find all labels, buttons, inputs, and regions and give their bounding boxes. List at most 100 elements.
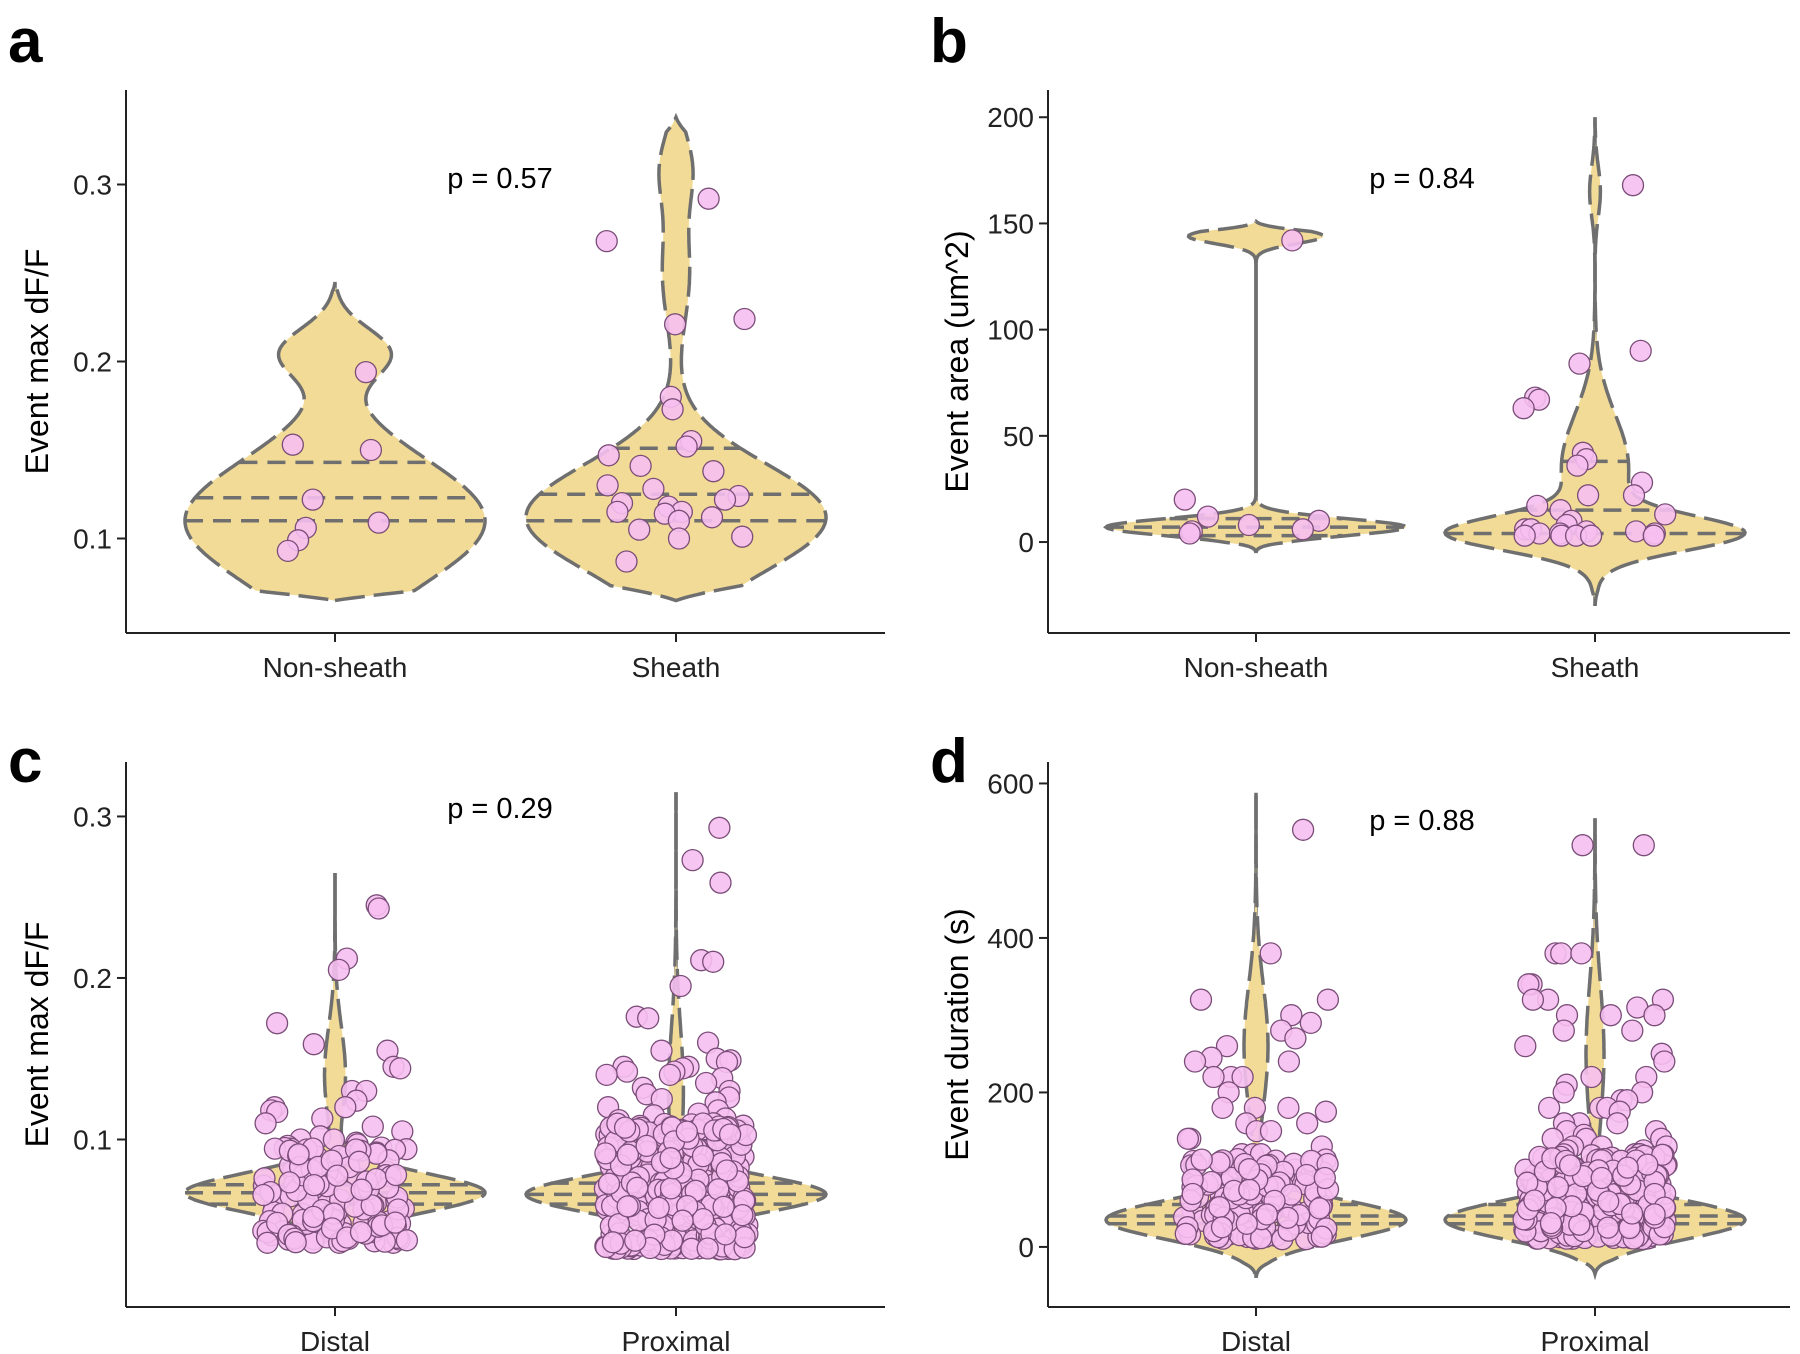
y-tick-label: 200	[987, 1077, 1034, 1108]
data-point	[349, 1220, 373, 1244]
data-point	[1620, 1202, 1644, 1225]
data-point	[1314, 1100, 1338, 1123]
data-point	[1546, 1175, 1570, 1199]
data-point	[1514, 1034, 1537, 1058]
data-point	[713, 488, 737, 511]
p-value-annotation: p = 0.88	[1369, 805, 1475, 837]
data-point	[1190, 1148, 1213, 1171]
data-point	[361, 1115, 384, 1138]
p-value-annotation: p = 0.57	[447, 163, 553, 195]
data-point	[1281, 229, 1304, 252]
data-point	[1178, 522, 1201, 545]
data-point	[389, 1057, 412, 1080]
data-point	[350, 1178, 373, 1201]
data-point	[1176, 1127, 1200, 1150]
y-tick-label: 0.1	[73, 1124, 112, 1155]
data-point	[1523, 1189, 1546, 1212]
data-point	[395, 1229, 419, 1252]
y-tick-label: 50	[1003, 421, 1034, 452]
data-point	[1521, 988, 1545, 1011]
data-point	[384, 1163, 408, 1187]
data-point	[1259, 1119, 1283, 1143]
data-point	[1558, 1154, 1582, 1177]
data-point	[661, 398, 684, 421]
y-tick-label: 0.1	[73, 524, 112, 555]
data-point	[1643, 1203, 1666, 1226]
data-point	[1526, 494, 1549, 518]
data-point	[595, 229, 618, 253]
data-point	[1181, 1182, 1204, 1206]
data-point	[265, 1012, 289, 1035]
y-tick-label: 0.2	[73, 963, 112, 994]
x-tick-label: Proximal	[1541, 1326, 1650, 1354]
panel-letter-d: d	[930, 727, 968, 796]
data-point	[712, 1195, 735, 1219]
y-tick-label: 100	[987, 315, 1034, 346]
data-point	[601, 1231, 625, 1254]
data-point	[1231, 1065, 1254, 1089]
data-point	[696, 1237, 719, 1260]
data-point	[1211, 1096, 1234, 1120]
data-point	[302, 1205, 325, 1229]
panel-letter-b: b	[930, 7, 968, 76]
data-point	[1622, 484, 1646, 507]
data-point	[1291, 518, 1314, 541]
data-point	[276, 539, 300, 563]
data-point	[616, 1195, 639, 1218]
data-point	[334, 1096, 357, 1119]
data-point	[715, 1159, 738, 1182]
data-point	[256, 1231, 279, 1254]
data-point	[1550, 942, 1573, 965]
data-point	[615, 1060, 639, 1083]
data-point	[642, 477, 665, 501]
data-point	[1183, 1050, 1207, 1073]
data-point	[1296, 1112, 1319, 1135]
data-point	[1576, 484, 1600, 507]
data-point	[675, 435, 698, 458]
y-tick-label: 600	[987, 768, 1034, 799]
data-point	[1313, 1166, 1336, 1190]
data-point	[595, 1063, 618, 1087]
data-point	[733, 1225, 756, 1249]
data-point	[281, 433, 304, 456]
data-point	[1208, 1196, 1231, 1219]
data-point	[613, 1116, 637, 1139]
p-value-annotation: p = 0.29	[447, 793, 553, 825]
data-point	[1276, 1206, 1299, 1229]
data-point	[667, 527, 691, 550]
x-tick-label: Sheath	[1551, 652, 1640, 683]
y-tick-label: 0.3	[73, 801, 112, 832]
data-point	[359, 438, 383, 462]
violin-non-sheath	[183, 281, 487, 603]
data-point	[709, 871, 732, 894]
data-point	[597, 444, 620, 467]
data-point	[252, 1183, 275, 1207]
data-point	[1238, 1178, 1261, 1201]
y-axis-title: Event area (um^2)	[939, 230, 975, 492]
data-point	[1636, 1153, 1659, 1176]
data-point	[1189, 988, 1213, 1011]
data-point	[731, 525, 754, 548]
panel-letter-a: a	[8, 7, 43, 76]
data-point	[714, 1223, 737, 1246]
data-point	[659, 1147, 682, 1170]
y-tick-label: 150	[987, 208, 1034, 239]
y-tick-label: 0	[1018, 527, 1034, 558]
data-point	[367, 897, 390, 920]
data-point	[384, 1211, 407, 1234]
y-tick-label: 0	[1018, 1232, 1034, 1263]
data-point	[1568, 352, 1591, 375]
data-point	[1539, 1211, 1563, 1235]
data-point	[718, 1123, 742, 1146]
violin-proximal	[1443, 818, 1747, 1281]
data-point	[1643, 1004, 1666, 1027]
data-point	[1237, 513, 1261, 537]
data-point	[1255, 1203, 1279, 1226]
data-point	[700, 506, 724, 529]
x-tick-label: Non-sheath	[1184, 652, 1329, 683]
data-point	[659, 1177, 683, 1200]
data-point	[1653, 1050, 1676, 1073]
data-point	[1570, 942, 1593, 965]
data-point	[354, 360, 378, 384]
x-tick-label: Sheath	[632, 652, 721, 683]
